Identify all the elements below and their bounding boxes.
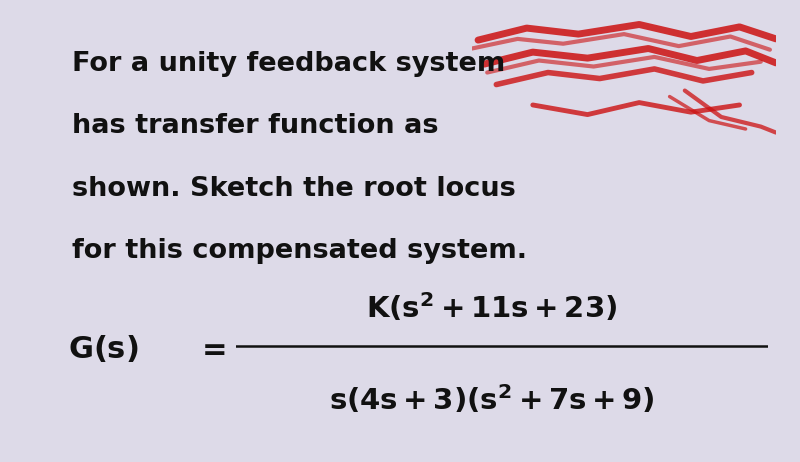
Text: shown. Sketch the root locus: shown. Sketch the root locus: [72, 176, 516, 201]
Text: For a unity feedback system: For a unity feedback system: [72, 51, 506, 77]
Text: $\mathbf{K(s^2 + 11s + 23)}$: $\mathbf{K(s^2 + 11s + 23)}$: [366, 291, 618, 324]
Text: $\mathbf{G(s)}$: $\mathbf{G(s)}$: [68, 333, 138, 365]
Text: for this compensated system.: for this compensated system.: [72, 238, 527, 264]
Text: $\mathbf{s(4s + 3)(s^2 + 7s + 9)}$: $\mathbf{s(4s + 3)(s^2 + 7s + 9)}$: [329, 383, 655, 416]
Text: $\mathbf{=}$: $\mathbf{=}$: [196, 334, 226, 363]
Text: has transfer function as: has transfer function as: [72, 113, 438, 139]
